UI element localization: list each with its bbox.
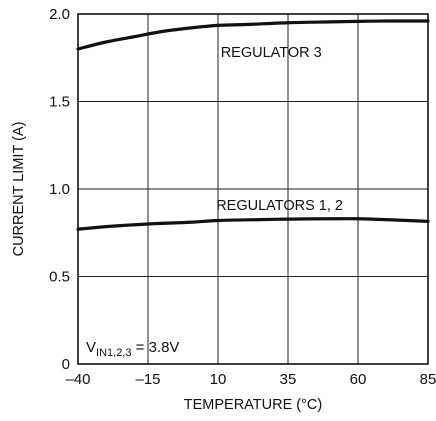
x-tick-label: 35 [280,371,297,388]
annotation-subscript: IN1,2,3 [96,347,131,359]
series-line-regulator-3 [76,19,430,51]
grid [78,14,428,364]
annotation-suffix: = 3.8V [131,339,179,356]
series-layer [76,19,430,231]
y-tick-label: 1.0 [49,181,70,198]
x-tick-label: 85 [420,371,436,388]
y-tick-label: 2.0 [49,6,70,23]
series-label-regulators-1-2: REGULATORS 1, 2 [216,198,343,214]
series-line-regulators-1-2 [76,217,430,231]
annotation-prefix: V [86,339,96,356]
series-label-regulator-3: REGULATOR 3 [221,45,322,61]
x-tick-label: –15 [135,371,160,388]
x-tick-label: –40 [65,371,90,388]
y-tick-labels: 0 0.5 1.0 1.5 2.0 [49,6,70,373]
y-axis-title: CURRENT LIMIT (A) [11,122,27,257]
plot-frame [77,13,429,365]
input-voltage-annotation: VIN1,2,3 = 3.8V [86,339,179,359]
x-tick-label: 60 [350,371,367,388]
y-tick-label: 0.5 [49,269,70,286]
x-tick-label: 10 [210,371,227,388]
x-tick-labels: –40 –15 10 35 60 85 [65,371,436,388]
y-tick-label: 0 [62,356,70,373]
y-tick-label: 1.5 [49,94,70,111]
x-axis-title: TEMPERATURE (°C) [184,397,322,413]
